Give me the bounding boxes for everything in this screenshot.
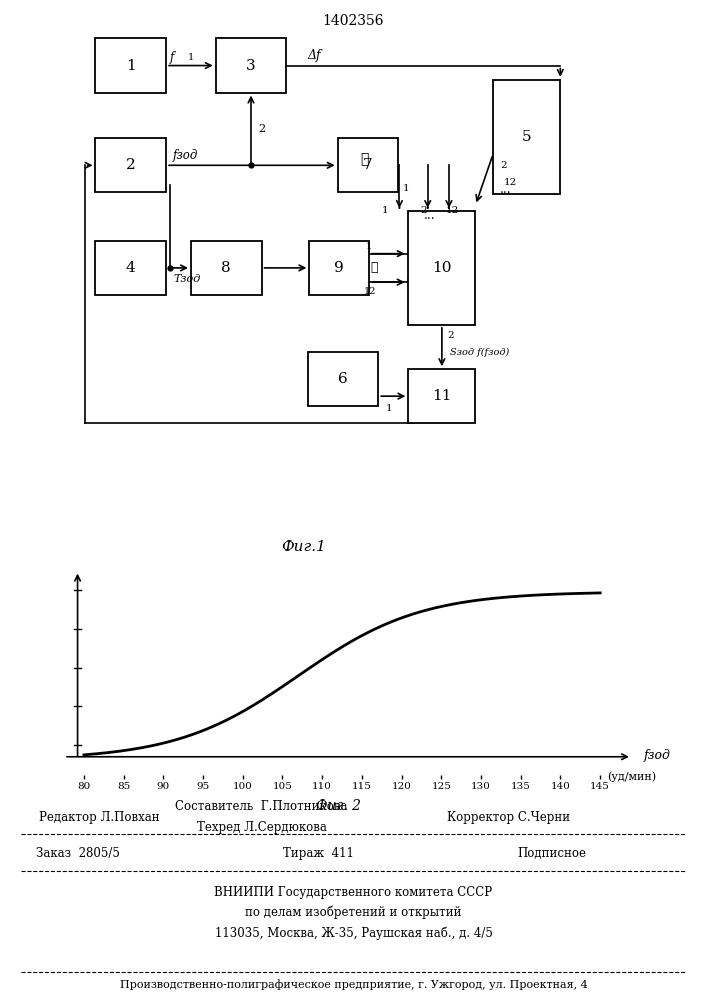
Text: Sзод f(fзод): Sзод f(fзод) bbox=[450, 348, 510, 357]
Text: 113035, Москва, Ж-35, Раушская наб., д. 4/5: 113035, Москва, Ж-35, Раушская наб., д. … bbox=[214, 927, 493, 940]
Text: 1402356: 1402356 bbox=[323, 14, 384, 28]
FancyBboxPatch shape bbox=[409, 211, 475, 325]
FancyBboxPatch shape bbox=[95, 138, 166, 192]
Text: 4: 4 bbox=[126, 261, 136, 275]
Text: Δf: Δf bbox=[308, 49, 321, 62]
Text: Tзод: Tзод bbox=[173, 274, 201, 284]
FancyBboxPatch shape bbox=[216, 38, 286, 93]
Text: ···: ··· bbox=[424, 213, 436, 226]
FancyBboxPatch shape bbox=[191, 241, 262, 295]
FancyBboxPatch shape bbox=[95, 241, 166, 295]
Text: 9: 9 bbox=[334, 261, 344, 275]
Text: 11: 11 bbox=[432, 389, 452, 403]
Text: 5: 5 bbox=[522, 130, 532, 144]
Text: Редактор Л.Повхан: Редактор Л.Повхан bbox=[39, 811, 159, 824]
FancyBboxPatch shape bbox=[338, 138, 397, 192]
Text: Заказ  2805/5: Заказ 2805/5 bbox=[36, 847, 119, 860]
Text: 2: 2 bbox=[501, 161, 507, 170]
Text: fзод: fзод bbox=[644, 749, 671, 762]
Text: 2: 2 bbox=[421, 206, 427, 215]
Text: 12: 12 bbox=[445, 206, 459, 215]
Text: Тираж  411: Тираж 411 bbox=[283, 847, 354, 860]
Text: Техред Л.Сердюкова: Техред Л.Сердюкова bbox=[197, 822, 327, 834]
FancyBboxPatch shape bbox=[409, 369, 475, 423]
Text: ⋮: ⋮ bbox=[361, 153, 369, 167]
Text: 1: 1 bbox=[386, 404, 393, 413]
Text: 8: 8 bbox=[221, 261, 231, 275]
Text: 3: 3 bbox=[246, 59, 256, 73]
Text: 1: 1 bbox=[126, 59, 136, 73]
Text: Корректор С.Черни: Корректор С.Черни bbox=[448, 811, 571, 824]
Text: (уд/мин): (уд/мин) bbox=[607, 771, 657, 782]
Text: по делам изобретений и открытий: по делам изобретений и открытий bbox=[245, 905, 462, 919]
Text: ···: ··· bbox=[501, 187, 512, 200]
FancyBboxPatch shape bbox=[310, 241, 369, 295]
Text: fзод: fзод bbox=[173, 149, 199, 162]
FancyBboxPatch shape bbox=[493, 80, 561, 194]
Text: 1: 1 bbox=[403, 184, 409, 193]
FancyBboxPatch shape bbox=[95, 38, 166, 93]
Text: 6: 6 bbox=[338, 372, 348, 386]
Text: 1: 1 bbox=[382, 206, 388, 215]
Text: Составитель  Г.Плотникова: Составитель Г.Плотникова bbox=[175, 800, 348, 813]
Text: 2: 2 bbox=[258, 124, 265, 134]
Text: 2: 2 bbox=[448, 331, 454, 340]
Text: Фиг.1: Фиг.1 bbox=[281, 540, 327, 554]
Text: 12: 12 bbox=[503, 178, 517, 187]
FancyBboxPatch shape bbox=[308, 352, 378, 406]
Text: 7: 7 bbox=[363, 158, 373, 172]
Text: Фиг. 2: Фиг. 2 bbox=[315, 799, 361, 813]
Text: Производственно-полиграфическое предприятие, г. Ужгород, ул. Проектная, 4: Производственно-полиграфическое предприя… bbox=[119, 980, 588, 990]
Text: 1: 1 bbox=[187, 52, 194, 62]
Text: 2: 2 bbox=[126, 158, 136, 172]
Text: 10: 10 bbox=[432, 261, 452, 275]
Text: ВНИИПИ Государственного комитета СССР: ВНИИПИ Государственного комитета СССР bbox=[214, 886, 493, 899]
Text: ⋮: ⋮ bbox=[370, 261, 378, 274]
Text: Подписное: Подписное bbox=[517, 847, 586, 860]
Text: 1: 1 bbox=[366, 242, 372, 251]
Text: f: f bbox=[170, 50, 174, 64]
Text: 12: 12 bbox=[363, 287, 376, 296]
